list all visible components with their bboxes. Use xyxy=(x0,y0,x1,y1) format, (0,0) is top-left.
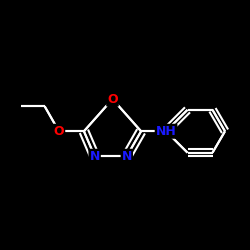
Text: NH: NH xyxy=(156,125,176,138)
Text: N: N xyxy=(90,150,100,163)
Text: O: O xyxy=(54,125,64,138)
Text: N: N xyxy=(122,150,132,163)
Text: O: O xyxy=(107,92,118,106)
